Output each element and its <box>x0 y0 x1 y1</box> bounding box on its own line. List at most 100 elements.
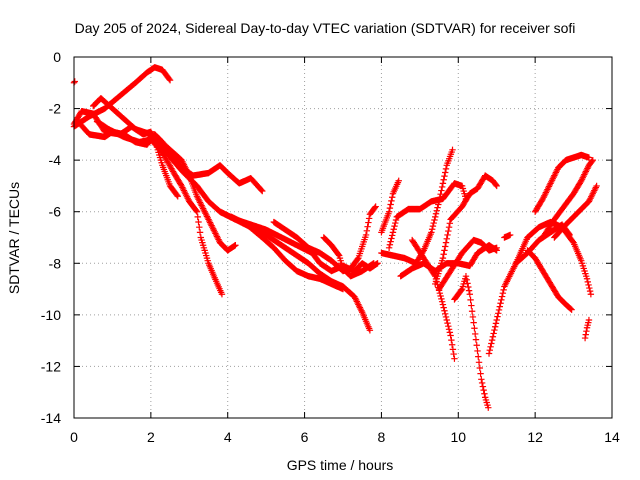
data-point <box>259 187 266 195</box>
axis-ticks: 0 2 4 6 8 10 12 14 0 -2 -4 -6 -8 -10 -12 -14 <box>41 49 620 445</box>
x-axis-label: GPS time / hours <box>287 457 394 473</box>
y-axis-label: SDTVAR / TECUs <box>6 182 22 294</box>
data-point <box>446 329 454 336</box>
data-point <box>466 291 474 298</box>
data-point <box>583 275 591 282</box>
data-point <box>469 313 477 321</box>
data-point <box>492 181 500 189</box>
data-point <box>498 296 505 304</box>
data-point <box>370 260 377 267</box>
data-point <box>589 156 596 164</box>
data-point <box>193 207 200 214</box>
data-point <box>166 77 174 84</box>
data-point <box>438 183 446 191</box>
data-point <box>480 386 487 394</box>
data-point <box>258 186 265 194</box>
data-point <box>364 223 371 230</box>
y-tick-label: -2 <box>49 101 62 117</box>
data-point <box>478 379 486 387</box>
data-point <box>585 281 592 289</box>
data-point <box>442 239 450 246</box>
y-tick-label: -10 <box>41 307 61 323</box>
data-point <box>468 308 476 315</box>
data-point <box>506 231 514 239</box>
x-tick-label: 2 <box>147 429 155 445</box>
data-point <box>365 215 373 222</box>
data-point <box>441 247 448 254</box>
data-point <box>449 346 457 353</box>
data-point <box>494 313 501 320</box>
data-point <box>567 305 575 313</box>
data-point <box>372 203 379 210</box>
data-point <box>471 330 479 338</box>
data-point <box>387 238 394 245</box>
data-point <box>430 219 437 227</box>
data-point <box>583 327 590 335</box>
data-point <box>445 227 452 235</box>
data-point <box>196 229 204 236</box>
data-point <box>500 286 507 294</box>
data-point <box>440 251 447 258</box>
data-point <box>388 197 395 205</box>
data-point <box>432 210 440 217</box>
data-point <box>496 303 503 310</box>
data-point <box>232 242 239 249</box>
data-point <box>429 222 437 230</box>
data-point <box>428 229 435 236</box>
data-point <box>489 333 497 340</box>
data-point <box>586 287 594 295</box>
data-point <box>354 255 361 263</box>
data-point <box>488 340 495 347</box>
data-points <box>70 64 600 411</box>
data-point <box>487 343 494 351</box>
data-point <box>448 341 456 348</box>
y-tick-label: -4 <box>49 152 62 168</box>
data-point <box>473 342 480 349</box>
data-point <box>472 336 480 343</box>
data-point <box>439 254 447 262</box>
data-point <box>386 204 394 212</box>
data-point <box>474 347 481 355</box>
data-point <box>588 157 596 165</box>
data-point <box>444 231 451 239</box>
data-point <box>475 353 482 360</box>
data-point <box>443 235 450 242</box>
data-point <box>438 187 445 194</box>
data-point <box>442 310 449 318</box>
y-tick-label: -8 <box>49 255 62 271</box>
data-point <box>471 325 478 332</box>
data-point <box>485 404 492 411</box>
data-point <box>485 350 493 357</box>
data-point <box>443 316 450 324</box>
data-point <box>439 301 447 308</box>
data-point <box>441 172 448 180</box>
data-point <box>385 244 393 252</box>
data-point <box>488 336 496 344</box>
data-point <box>442 169 449 176</box>
data-point <box>470 319 477 326</box>
x-tick-label: 6 <box>301 429 309 445</box>
data-point <box>478 376 485 383</box>
data-point <box>447 332 454 339</box>
data-point <box>585 154 593 161</box>
data-point <box>479 383 487 390</box>
data-point <box>444 319 451 327</box>
data-point <box>437 292 444 300</box>
data-point <box>193 208 201 215</box>
data-point <box>468 302 475 309</box>
data-point <box>493 182 500 190</box>
data-point <box>465 283 472 291</box>
data-point <box>362 231 370 239</box>
data-point <box>462 272 470 280</box>
data-point <box>392 219 399 227</box>
data-point <box>467 296 474 304</box>
y-tick-label: 0 <box>53 49 61 65</box>
grid-lines <box>74 57 612 418</box>
chart-title: Day 205 of 2024, Sidereal Day-to-day VTE… <box>75 20 576 36</box>
data-point <box>582 331 589 338</box>
data-point <box>458 286 465 294</box>
data-point <box>450 350 457 358</box>
data-point <box>498 293 506 300</box>
